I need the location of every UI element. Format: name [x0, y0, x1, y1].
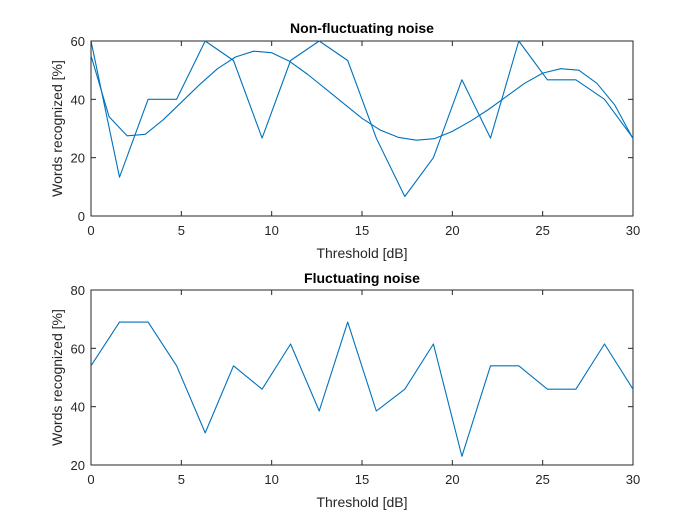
top-x-tick-label: 15 — [355, 223, 369, 238]
top-x-tick-label: 5 — [178, 223, 185, 238]
bottom-ticks-group: 0 5 10 15 20 25 30 20 40 60 80 — [71, 283, 641, 487]
top-chart-title: Non-fluctuating noise — [290, 20, 434, 36]
top-x-tick-label: 0 — [87, 223, 94, 238]
bottom-plot-area — [90, 289, 634, 466]
bottom-x-tick-label: 15 — [355, 472, 369, 487]
top-series-line-2 — [90, 50, 634, 141]
top-ticks-group: 0 5 10 15 20 25 30 0 20 40 60 — [71, 34, 641, 238]
bottom-y-tick-label: 20 — [71, 458, 85, 473]
bottom-x-tick-label: 10 — [264, 472, 278, 487]
top-y-axis-label: Words recognized [%] — [49, 60, 65, 197]
top-series-group — [90, 40, 634, 198]
top-x-tick-label: 20 — [445, 223, 459, 238]
bottom-x-axis-label: Threshold [dB] — [316, 494, 407, 510]
top-x-tick-label: 10 — [264, 223, 278, 238]
bottom-x-tick-label: 5 — [178, 472, 185, 487]
bottom-chart-title: Fluctuating noise — [304, 270, 420, 286]
top-y-tick-label: 0 — [78, 209, 85, 224]
bottom-x-tick-label: 0 — [87, 472, 94, 487]
bottom-y-axis-label: Words recognized [%] — [49, 309, 65, 446]
bottom-series-line-1 — [90, 321, 634, 457]
bottom-x-tick-label: 30 — [626, 472, 640, 487]
top-y-tick-label: 60 — [71, 34, 85, 49]
top-y-tick-label: 20 — [71, 151, 85, 166]
bottom-y-tick-label: 60 — [71, 341, 85, 356]
top-plot-area — [90, 40, 634, 217]
bottom-y-tick-label: 40 — [71, 400, 85, 415]
top-x-tick-label: 30 — [626, 223, 640, 238]
bottom-series-group — [90, 321, 634, 457]
bottom-x-tick-label: 25 — [535, 472, 549, 487]
bottom-y-tick-label: 80 — [71, 283, 85, 298]
bottom-chart-panel: 0 5 10 15 20 25 30 20 40 60 80 Fluctuating noise T… — [49, 270, 640, 510]
top-x-axis-label: Threshold [dB] — [316, 245, 407, 261]
top-y-tick-label: 40 — [71, 92, 85, 107]
top-x-tick-label: 25 — [535, 223, 549, 238]
top-chart-panel: 0 5 10 15 20 25 30 0 20 40 60 Non-fluctuating nois… — [49, 20, 640, 261]
bottom-x-tick-label: 20 — [445, 472, 459, 487]
